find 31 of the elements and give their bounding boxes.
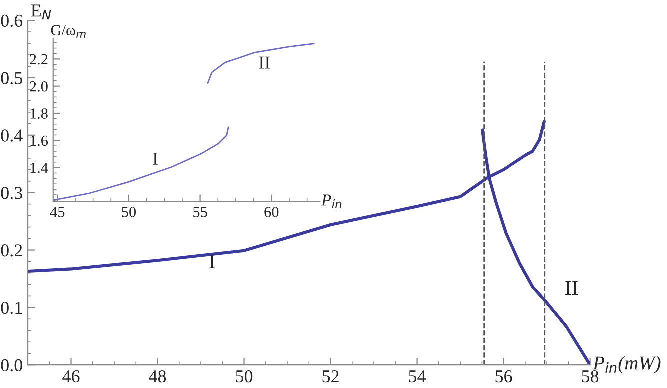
annotation: I (153, 153, 158, 165)
y-tick-label: 1.4 (30, 163, 48, 174)
line-series (53, 126, 230, 202)
y-tick-label: 0.6 (1, 14, 23, 28)
y-axis-title: G/ω$_{m}$ (51, 25, 86, 38)
x-tick-label: 45 (50, 207, 65, 218)
y-tick-label: 2.2 (30, 54, 48, 65)
y-tick-label: 1.8 (30, 108, 48, 120)
y-tick-label: 2.0 (30, 81, 48, 92)
y-tick-label: 0.5 (1, 72, 22, 85)
x-tick-label: 55 (194, 207, 208, 218)
annotation: II (566, 281, 578, 296)
y-tick-label: 0.3 (1, 187, 22, 200)
x-tick-label: 46 (62, 370, 80, 383)
y-tick-label: 0.4 (1, 130, 23, 142)
x-tick-label: 56 (496, 370, 512, 383)
x-tick-label: 54 (409, 370, 426, 383)
y-tick-label: 0.2 (1, 244, 22, 257)
y-tick-label: 0.0 (1, 359, 22, 372)
x-tick-label: 52 (322, 370, 339, 383)
y-tick-label: 1.6 (30, 136, 48, 146)
line-series (207, 43, 315, 84)
y-axis-title: E$_{N}$ (31, 4, 52, 20)
annotation: I (210, 254, 216, 268)
x-tick-label: 50 (122, 207, 136, 218)
annotation: II (259, 56, 270, 69)
x-axis-title: P$_{in}$ (321, 194, 342, 208)
x-tick-label: 60 (264, 207, 279, 218)
x-tick-label: 50 (236, 370, 253, 383)
x-tick-label: 48 (149, 370, 166, 383)
y-tick-label: 0.1 (1, 302, 22, 314)
